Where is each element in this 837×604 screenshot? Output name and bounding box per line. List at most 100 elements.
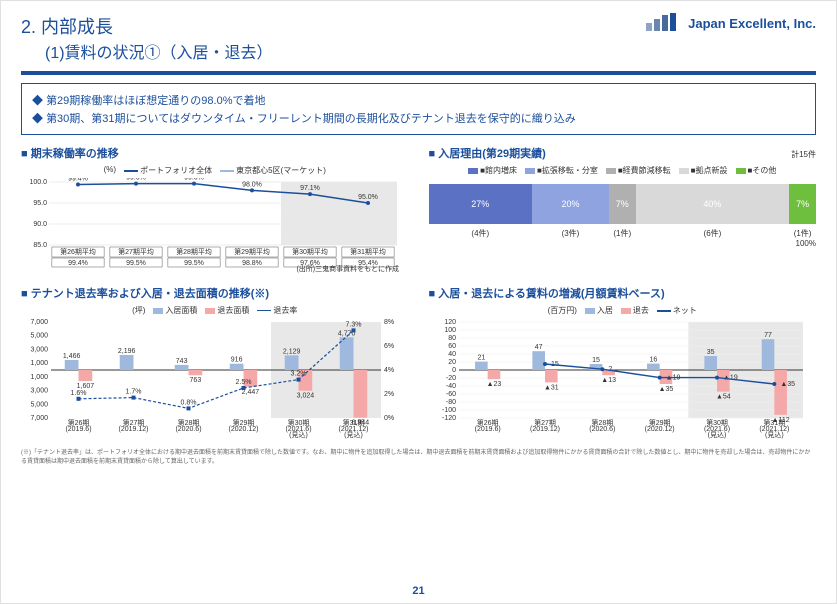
svg-text:第30期平均: 第30期平均: [292, 247, 328, 256]
svg-text:0%: 0%: [384, 415, 394, 422]
svg-text:1,000: 1,000: [30, 360, 48, 367]
svg-text:▲23: ▲23: [486, 381, 501, 388]
svg-text:5,000: 5,000: [30, 401, 48, 408]
stacked-count-0: (4件): [429, 228, 533, 239]
section-number: 2.: [21, 17, 36, 37]
legend-reason-4: ■その他: [736, 165, 777, 176]
svg-text:(見込): (見込): [344, 430, 363, 439]
svg-text:第26期平均: 第26期平均: [60, 247, 96, 256]
svg-text:80: 80: [448, 335, 456, 342]
svg-text:35: 35: [706, 349, 714, 356]
stacked-bar: 27%20%7%40%7%: [429, 184, 817, 224]
svg-text:0: 0: [452, 367, 456, 374]
svg-text:1,466: 1,466: [63, 353, 81, 360]
svg-text:743: 743: [176, 358, 188, 365]
svg-text:第27期平均: 第27期平均: [118, 247, 154, 256]
chart2-total: 計15件: [791, 149, 816, 160]
chart4-unit: (百万円): [548, 305, 577, 316]
svg-text:-120: -120: [441, 415, 455, 422]
callout-bullet-2: 第30期、第31期についてはダウンタイム・フリーレント期間の長期化及びテナント退…: [32, 110, 805, 126]
legend-area-out: 退去面積: [217, 305, 249, 316]
svg-text:98.8%: 98.8%: [242, 260, 262, 267]
subsection-title: (1)賃料の状況①（入居・退去）: [45, 39, 273, 63]
svg-text:916: 916: [231, 357, 243, 364]
svg-text:7.3%: 7.3%: [346, 321, 362, 328]
chart2-100: 100%: [429, 239, 817, 248]
svg-text:2.5%: 2.5%: [236, 379, 252, 386]
svg-text:8%: 8%: [384, 319, 394, 326]
legend-rent-out: 退去: [633, 305, 649, 316]
header-divider: [21, 71, 816, 75]
svg-text:-60: -60: [445, 391, 455, 398]
svg-text:第28期平均: 第28期平均: [176, 247, 212, 256]
stacked-count-1: (3件): [532, 228, 609, 239]
svg-text:15: 15: [592, 357, 600, 364]
svg-text:(見込): (見込): [764, 430, 783, 439]
svg-text:20: 20: [448, 359, 456, 366]
svg-text:60: 60: [448, 343, 456, 350]
svg-text:6%: 6%: [384, 343, 394, 350]
svg-text:(2019.6): (2019.6): [65, 426, 91, 433]
stacked-count-3: (6件): [636, 228, 789, 239]
svg-text:16: 16: [649, 357, 657, 364]
chart3-title: テナント退去率および入居・退去面積の推移(※): [21, 285, 409, 301]
svg-text:21: 21: [477, 355, 485, 362]
svg-text:763: 763: [190, 377, 202, 384]
logo-icon: [646, 13, 682, 34]
svg-text:99.5%: 99.5%: [126, 260, 146, 267]
legend-reason-2: ■経費節減移転: [606, 165, 671, 176]
chart3-unit: (坪): [132, 305, 145, 316]
svg-text:-20: -20: [445, 375, 455, 382]
svg-text:99.6%: 99.6%: [126, 178, 146, 182]
page-number: 21: [412, 585, 424, 597]
chart3-svg: 7,0007,0005,0005,0003,0003,0001,0001,000…: [21, 318, 401, 443]
footnote: (※)「テナント退去率」は、ポートフォリオ全体における期中退去面積を前期末賃貸面…: [21, 447, 816, 465]
svg-text:第29期平均: 第29期平均: [234, 247, 270, 256]
panel-occupancy: 期末稼働率の推移 (%) ポートフォリオ全体 東京都心5区(マーケット) 85.…: [21, 145, 409, 275]
stacked-seg-0: 27%: [429, 184, 533, 224]
svg-text:3,000: 3,000: [30, 346, 48, 353]
svg-text:(見込): (見込): [707, 430, 726, 439]
company-logo: Japan Excellent, Inc.: [646, 13, 816, 34]
legend-tokyo: 東京都心5区(マーケット): [236, 165, 326, 176]
stacked-seg-2: 7%: [609, 184, 636, 224]
svg-text:95.0%: 95.0%: [358, 194, 378, 201]
svg-text:1,000: 1,000: [30, 374, 48, 381]
svg-text:(2020.12): (2020.12): [644, 426, 674, 433]
legend-portfolio: ポートフォリオ全体: [140, 165, 212, 176]
panel-rent: 入居・退去による賃料の増減(月額賃料ベース) (百万円) 入居 退去 ネット -…: [429, 285, 817, 445]
svg-text:第31期平均: 第31期平均: [350, 247, 386, 256]
stacked-seg-4: 7%: [789, 184, 816, 224]
svg-text:1.7%: 1.7%: [126, 389, 142, 396]
svg-text:47: 47: [534, 344, 542, 351]
svg-text:(2020.6): (2020.6): [589, 426, 615, 433]
svg-text:98.0%: 98.0%: [242, 181, 262, 188]
svg-text:▲54: ▲54: [715, 394, 730, 401]
legend-net: ネット: [673, 305, 697, 316]
svg-text:100: 100: [444, 327, 456, 334]
svg-text:-100: -100: [441, 407, 455, 414]
svg-text:(出所)三鬼商事資料をもとに作成: (出所)三鬼商事資料をもとに作成: [296, 264, 399, 273]
svg-text:0.8%: 0.8%: [181, 399, 197, 406]
svg-text:85.0: 85.0: [33, 242, 47, 249]
chart1-title: 期末稼働率の推移: [21, 145, 409, 161]
svg-text:(2020.6): (2020.6): [175, 426, 201, 433]
svg-text:2,196: 2,196: [118, 348, 136, 355]
callout-box: 第29期稼働率はほぼ想定通りの98.0%で着地 第30期、第31期についてはダウ…: [21, 83, 816, 135]
svg-text:77: 77: [764, 332, 772, 339]
panel-area: テナント退去率および入居・退去面積の推移(※) (坪) 入居面積 退去面積 退去…: [21, 285, 409, 445]
stacked-count-2: (1件): [609, 228, 636, 239]
legend-rate: 退去率: [273, 305, 297, 316]
legend-area-in: 入居面積: [165, 305, 197, 316]
stacked-labels: (4件)(3件)(1件)(6件)(1件): [429, 228, 817, 239]
chart4-svg: -120-100-80-60-40-2002040608010012021▲23…: [429, 318, 809, 443]
legend-reason-3: ■拠点新設: [679, 165, 728, 176]
svg-text:99.5%: 99.5%: [184, 260, 204, 267]
stacked-seg-3: 40%: [636, 184, 789, 224]
svg-text:3,024: 3,024: [297, 393, 315, 400]
legend-rent-in: 入居: [597, 305, 613, 316]
stacked-count-4: (1件): [789, 228, 816, 239]
svg-text:3,000: 3,000: [30, 388, 48, 395]
svg-text:(2019.12): (2019.12): [530, 426, 560, 433]
panel-reasons: 入居理由(第29期実績) 計15件 ■館内増床■拡張移転・分室■経費節減移転■拠…: [429, 145, 817, 275]
